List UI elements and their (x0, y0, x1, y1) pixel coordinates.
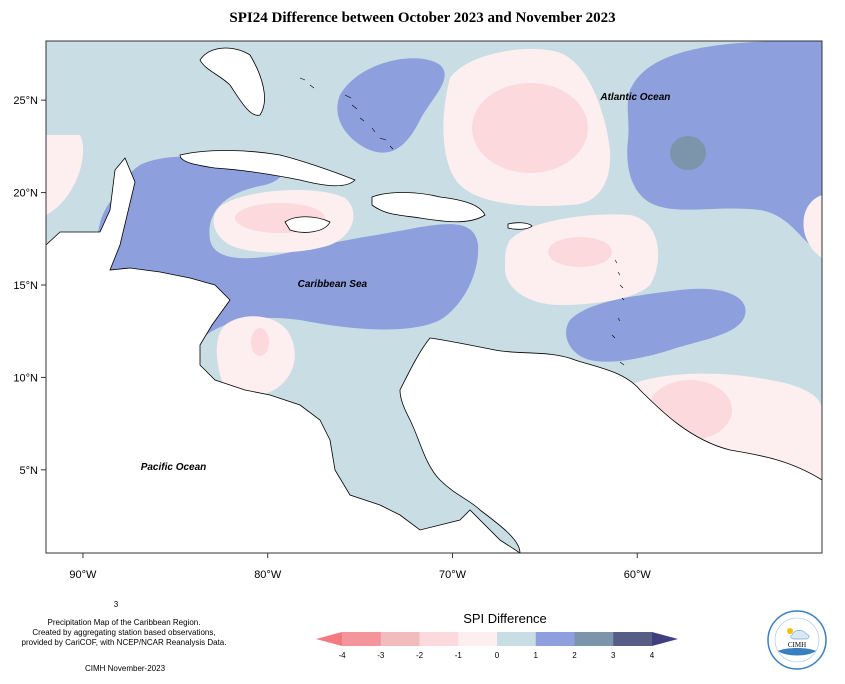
land-jamaica (284, 216, 331, 233)
dry-region-gulf (46, 135, 84, 215)
footer-superscript: 3 (113, 600, 119, 609)
legend-tick-label: -3 (377, 651, 385, 660)
sun-icon (787, 628, 793, 634)
footer-credit: CIMH November-2023 (84, 664, 166, 673)
lon-tick-label: 60°W (624, 569, 652, 581)
legend-swatch (458, 632, 498, 646)
footer-line-2: Created by aggregating station based obs… (32, 628, 216, 637)
wave-icon (778, 648, 816, 656)
dry-region-central-america (216, 316, 295, 396)
footer-line-3: provided by CariCOF, with NCEP/NCAR Rean… (21, 638, 227, 647)
wet-region-bahamas (337, 58, 445, 153)
map-area (46, 41, 822, 553)
lat-tick-label: 15°N (13, 280, 38, 292)
legend-tick-label: -4 (338, 651, 346, 660)
wet-region-lesser-antilles (566, 288, 746, 362)
ocean-labels: Atlantic Ocean Caribbean Sea Pacific Ocean (141, 92, 671, 473)
legend-tick-label: 0 (495, 651, 500, 660)
mod-dry-honduras (251, 328, 269, 356)
legend-swatch (342, 632, 382, 646)
land-cuba (179, 150, 356, 187)
lon-tick-label: 70°W (439, 569, 467, 581)
legend-title: SPI Difference (463, 611, 547, 626)
cloud-icon (790, 630, 810, 640)
legend-swatch (497, 632, 537, 646)
legend-colorbar: -4 -3 -2 -1 0 1 2 3 4 (316, 632, 678, 660)
footer-line-1: Precipitation Map of the Caribbean Regio… (47, 618, 201, 627)
legend-tick-label: 1 (534, 651, 539, 660)
axis-ticks: 90°W 80°W 70°W 60°W 5°N 10°N 15°N 20°N 25°N (13, 95, 651, 581)
map-frame (45, 40, 823, 554)
legend-swatch (613, 632, 653, 646)
legend-tick-label: 2 (572, 651, 577, 660)
legend-high-arrow (652, 632, 678, 646)
islands-lesser-antilles (611, 259, 625, 366)
ocean-label: Pacific Ocean (141, 462, 207, 473)
legend-swatch (574, 632, 614, 646)
lat-tick-label: 25°N (13, 95, 38, 107)
land-masses (46, 47, 822, 553)
very-wet-spot (670, 136, 706, 170)
legend-swatch (535, 632, 575, 646)
footer-description: Precipitation Map of the Caribbean Regio… (8, 618, 240, 648)
cimh-logo: CIMH (767, 610, 827, 670)
legend-tick-label: -2 (416, 651, 424, 660)
logo-text: CIMH (788, 641, 806, 649)
legend-tick-label: -1 (455, 651, 463, 660)
legend-tick-label: 3 (611, 651, 616, 660)
lon-tick-label: 90°W (69, 569, 97, 581)
legend-tick-label: 4 (650, 651, 655, 660)
lat-tick-label: 20°N (13, 188, 38, 200)
land-hispaniola (371, 192, 486, 223)
mod-dry-atlantic (472, 83, 588, 173)
ocean-label: Atlantic Ocean (599, 92, 670, 103)
legend-swatch (419, 632, 459, 646)
ocean-label: Caribbean Sea (298, 279, 368, 290)
land-florida (199, 47, 265, 116)
lon-tick-label: 80°W (254, 569, 282, 581)
dry-region-east-edge (803, 195, 822, 258)
lat-tick-label: 10°N (13, 372, 38, 384)
wet-region-atlantic (627, 41, 822, 255)
land-puerto-rico (507, 222, 533, 230)
island-outlines (299, 77, 625, 366)
legend-low-arrow (316, 632, 342, 646)
mod-dry-leeward (548, 237, 612, 267)
map-title: SPI24 Difference between October 2023 an… (229, 10, 616, 26)
lat-tick-label: 5°N (20, 465, 39, 477)
land-south-america (399, 337, 822, 553)
land-central-america (46, 157, 521, 553)
legend-swatch (380, 632, 420, 646)
islands-bahamas (299, 77, 394, 150)
